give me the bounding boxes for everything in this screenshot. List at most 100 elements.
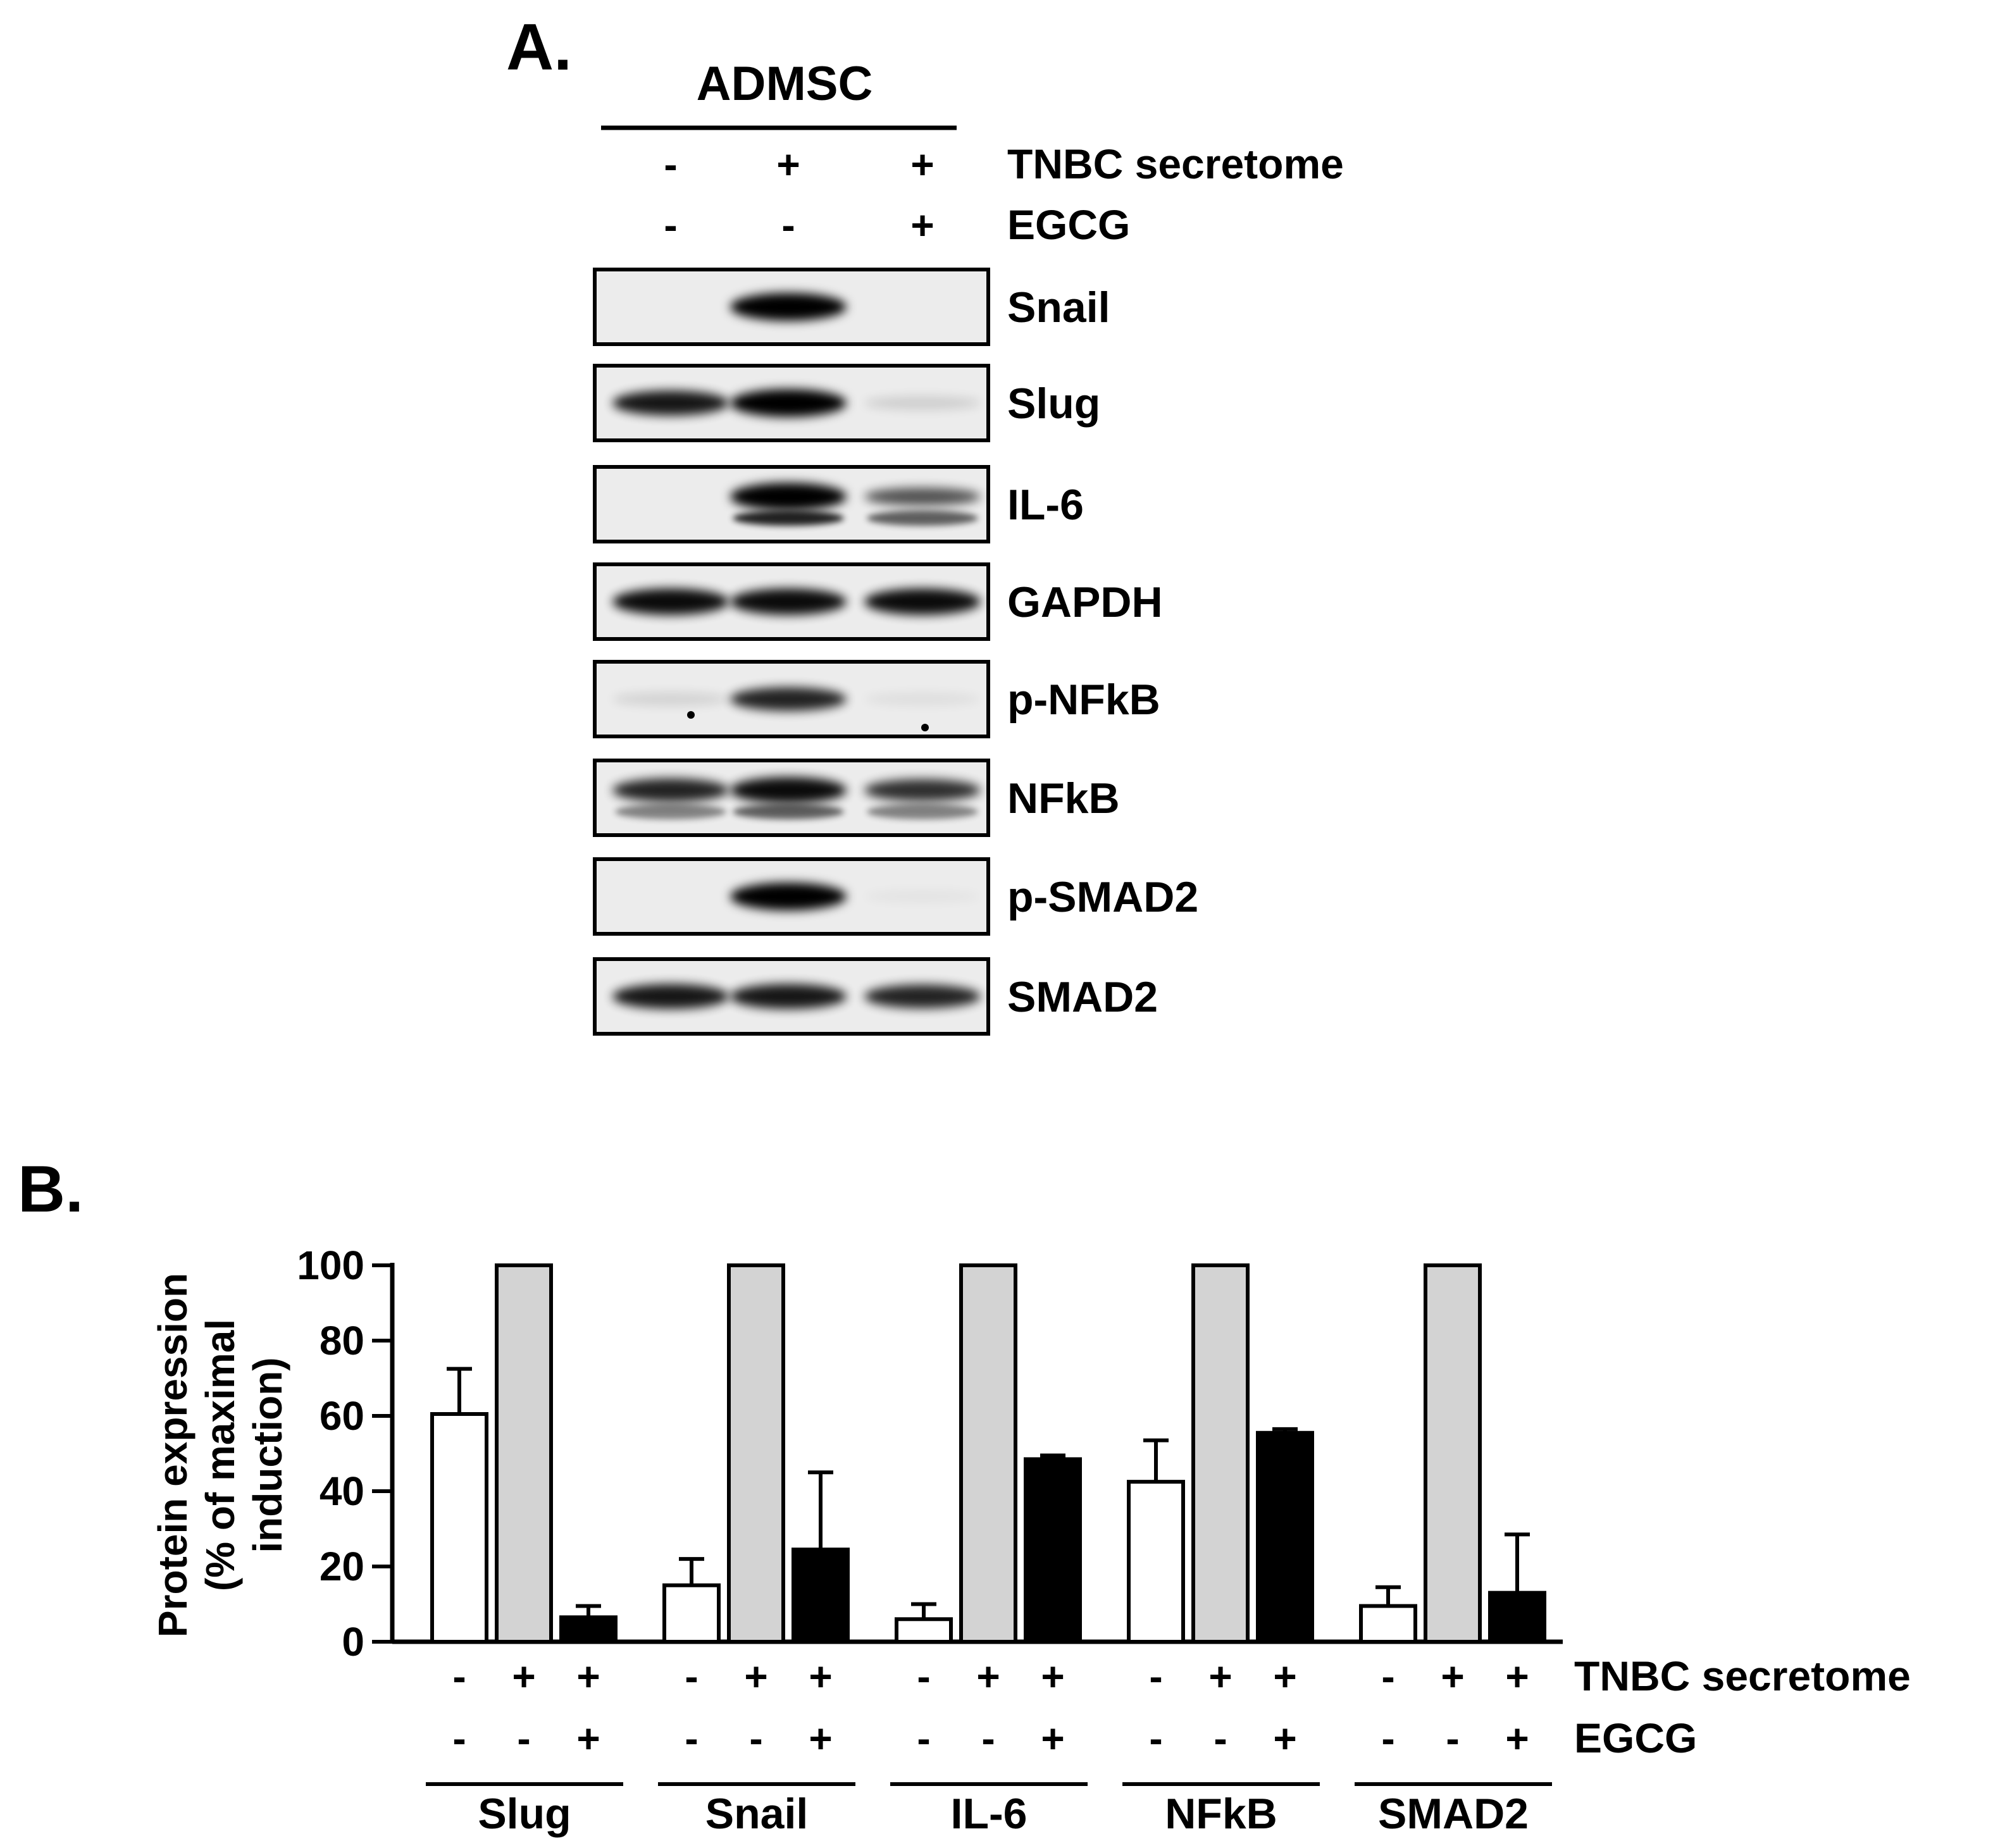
band bbox=[864, 487, 981, 506]
treatment-sign: - bbox=[664, 142, 677, 187]
band bbox=[864, 692, 981, 706]
treatment-name: TNBC secretome bbox=[1574, 1653, 1911, 1699]
treatment-sign: + bbox=[1441, 1654, 1464, 1699]
x-category-label: SMAD2 bbox=[1378, 1790, 1529, 1838]
treatment-sign: - bbox=[1214, 1716, 1227, 1761]
blot-p-smad2: p-SMAD2 bbox=[593, 857, 1198, 936]
band bbox=[612, 390, 729, 416]
band bbox=[730, 389, 847, 417]
bar-snail-tnbc bbox=[727, 1263, 785, 1644]
blot-label: SMAD2 bbox=[1007, 973, 1158, 1021]
treatment-sign: + bbox=[576, 1716, 600, 1761]
chart-treatment-rows: - + + - - + - + + - - + - + + - - + - + + - - + - + + - - + TNBC secre… bbox=[452, 1653, 1911, 1761]
treatment-sign: + bbox=[776, 142, 800, 187]
blot-label: NFkB bbox=[1007, 774, 1120, 822]
chart-group-labels: Slug Snail IL-6 NFkB SMAD2 bbox=[426, 1782, 1552, 1838]
band-lower bbox=[867, 804, 978, 819]
blot-speck bbox=[921, 724, 929, 731]
western-blots: Snail Slug IL-6 GAPDH p-NFkB NFkB p-SMAD2 SMAD2 bbox=[593, 268, 1198, 1036]
y-tick-label: 0 bbox=[342, 1619, 364, 1665]
blot-nfkb: NFkB bbox=[593, 759, 1120, 837]
y-axis-label-line: Protein expression bbox=[150, 1273, 196, 1637]
treatment-sign: + bbox=[1505, 1716, 1529, 1761]
treatment-sign: - bbox=[1446, 1716, 1459, 1761]
x-category-label: NFkB bbox=[1165, 1790, 1277, 1838]
band bbox=[612, 692, 729, 706]
y-tick-label: 60 bbox=[320, 1393, 364, 1439]
bar-slug-tnbc_egcg bbox=[559, 1615, 618, 1644]
blot-slug: Slug bbox=[593, 364, 1100, 442]
treatment-sign: + bbox=[512, 1654, 535, 1699]
band bbox=[730, 687, 847, 711]
blot-label: p-SMAD2 bbox=[1007, 873, 1198, 921]
y-tick-label: 20 bbox=[320, 1544, 364, 1589]
bar-il-6-tnbc_egcg bbox=[1024, 1457, 1082, 1644]
bar-smad2-tnbc_egcg bbox=[1488, 1591, 1546, 1644]
treatment-sign: - bbox=[517, 1716, 530, 1761]
treatment-sign: + bbox=[1505, 1654, 1529, 1699]
blot-gapdh: GAPDH bbox=[593, 562, 1163, 641]
band bbox=[612, 984, 729, 1009]
y-tick-label: 40 bbox=[320, 1468, 364, 1514]
treatment-sign: - bbox=[1381, 1716, 1394, 1761]
y-tick-label: 80 bbox=[320, 1318, 364, 1363]
blot-snail: Snail bbox=[593, 268, 1110, 346]
x-category-label: Snail bbox=[705, 1790, 809, 1838]
treatment-sign: - bbox=[1149, 1654, 1162, 1699]
treatment-sign: - bbox=[781, 202, 795, 248]
blot-speck bbox=[687, 711, 695, 719]
y-axis-label: Protein expression (% of maximal induction… bbox=[150, 1273, 290, 1637]
blot-smad2: SMAD2 bbox=[593, 957, 1158, 1036]
blot-label: p-NFkB bbox=[1007, 676, 1160, 724]
blot-p-nfkb: p-NFkB bbox=[593, 660, 1160, 738]
treatment-sign: + bbox=[576, 1654, 600, 1699]
band-lower bbox=[615, 804, 726, 819]
bar-il-6-control bbox=[895, 1617, 953, 1644]
treatment-sign: + bbox=[910, 202, 934, 248]
band-lower bbox=[733, 804, 844, 819]
treatment-sign: + bbox=[976, 1654, 1000, 1699]
band bbox=[730, 883, 847, 910]
cell-line-label: ADMSC bbox=[697, 57, 873, 111]
panel-b-label: B. bbox=[18, 1153, 84, 1226]
treatment-sign: + bbox=[910, 142, 934, 187]
bar-slug-tnbc bbox=[495, 1263, 553, 1644]
band bbox=[730, 293, 847, 321]
y-axis-label-line: (% of maximal bbox=[197, 1319, 243, 1591]
treatment-sign: - bbox=[452, 1654, 466, 1699]
treatment-sign: - bbox=[1381, 1654, 1394, 1699]
bar-nfkb-tnbc bbox=[1191, 1263, 1250, 1644]
treatment-sign: + bbox=[744, 1654, 767, 1699]
treatment-sign: + bbox=[1041, 1716, 1064, 1761]
blot-label: Slug bbox=[1007, 380, 1100, 428]
band bbox=[612, 588, 729, 615]
treatment-sign: - bbox=[1149, 1716, 1162, 1761]
treatment-sign: + bbox=[1041, 1654, 1064, 1699]
treatment-sign: - bbox=[917, 1716, 930, 1761]
band bbox=[730, 483, 847, 511]
blot-label: IL-6 bbox=[1007, 481, 1084, 529]
bar-nfkb-tnbc_egcg bbox=[1256, 1430, 1314, 1644]
bar-il-6-tnbc bbox=[959, 1263, 1017, 1644]
treatment-sign: - bbox=[452, 1716, 466, 1761]
bar-smad2-control bbox=[1359, 1604, 1417, 1644]
band bbox=[612, 778, 729, 802]
band-lower bbox=[733, 511, 844, 526]
blot-label: GAPDH bbox=[1007, 578, 1163, 626]
treatment-sign: - bbox=[917, 1654, 930, 1699]
treatment-sign: + bbox=[1273, 1654, 1296, 1699]
treatment-sign: + bbox=[1208, 1654, 1232, 1699]
y-axis-label-line: induction) bbox=[245, 1357, 290, 1553]
y-tick-label: 100 bbox=[297, 1243, 364, 1288]
treatment-sign: - bbox=[981, 1716, 995, 1761]
band bbox=[864, 779, 981, 802]
treatment-name: EGCG bbox=[1574, 1715, 1697, 1761]
treatment-sign: - bbox=[685, 1716, 698, 1761]
bar-smad2-tnbc bbox=[1424, 1263, 1482, 1644]
bar-snail-control bbox=[662, 1583, 721, 1644]
treatment-sign: - bbox=[664, 202, 677, 248]
bar-slug-control bbox=[430, 1412, 488, 1644]
band bbox=[864, 588, 981, 615]
panel-a-label: A. bbox=[506, 11, 572, 84]
